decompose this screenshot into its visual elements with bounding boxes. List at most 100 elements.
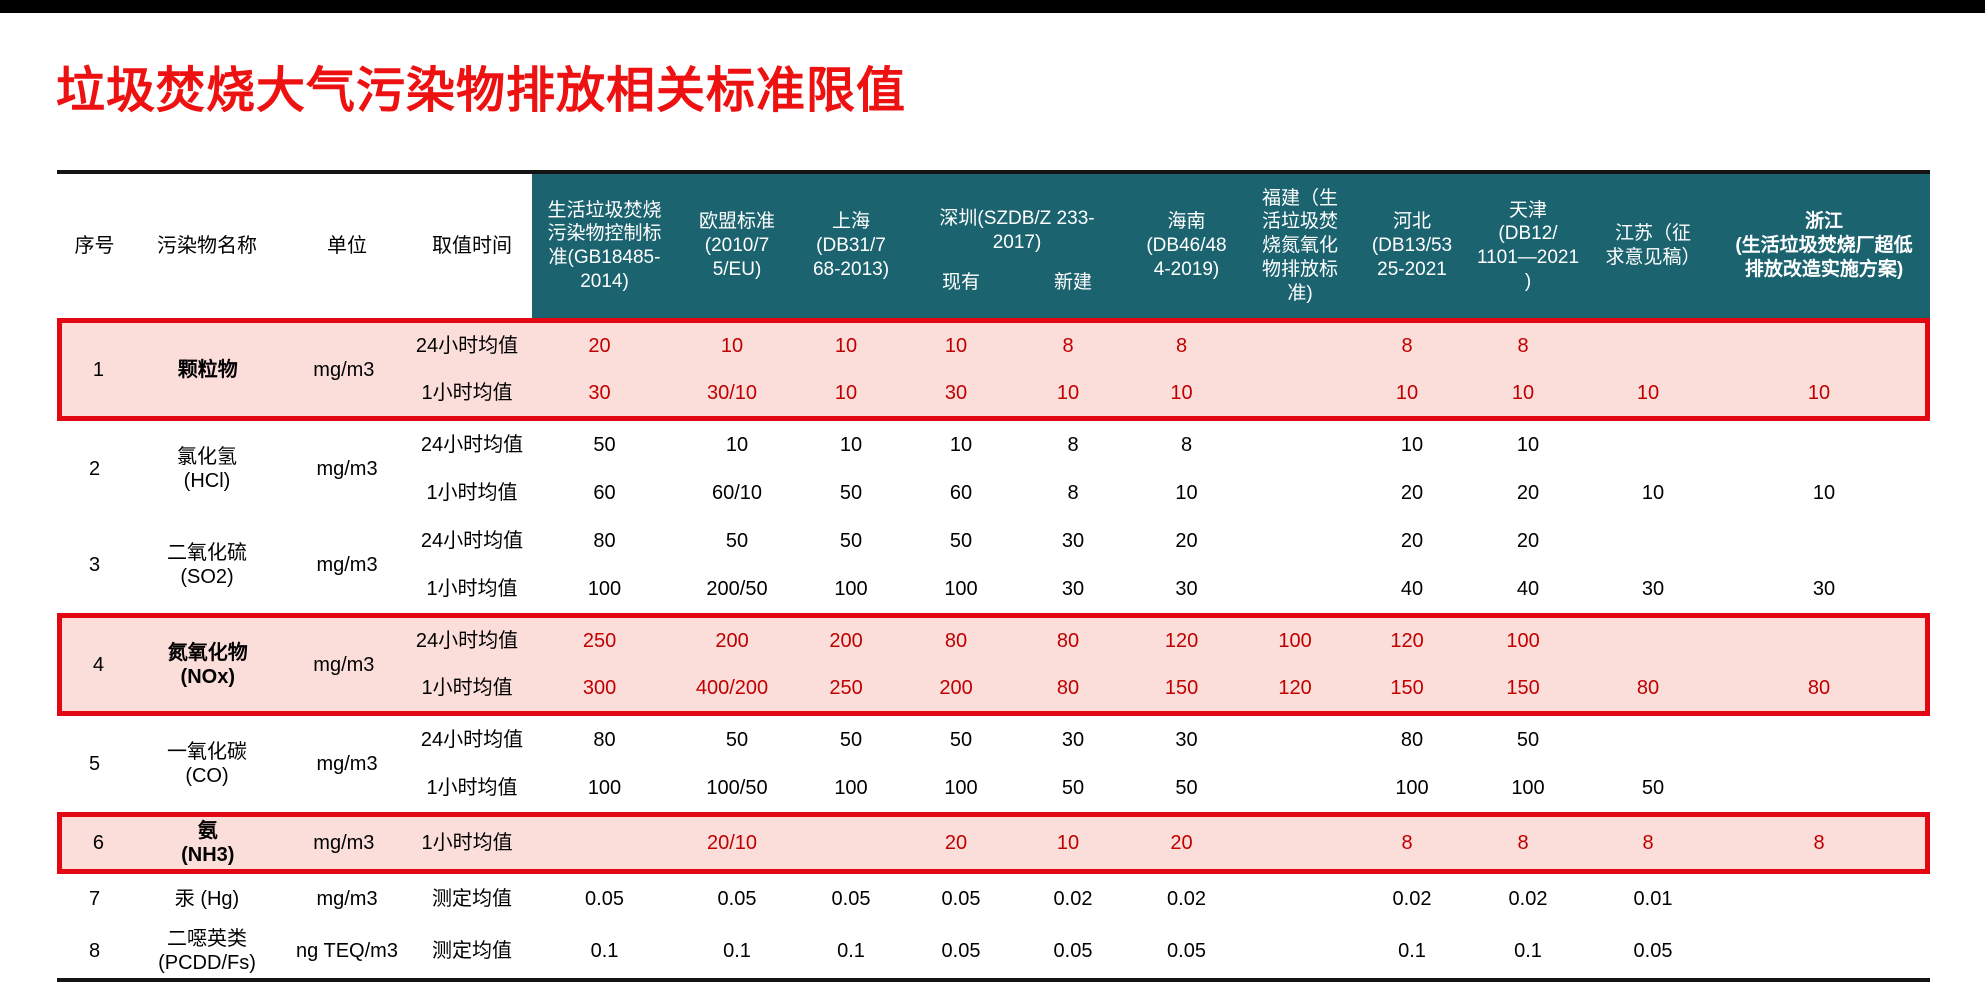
limit-value <box>1588 517 1718 565</box>
row-number: 4 <box>92 653 104 676</box>
limit-value: 0.05 <box>717 888 757 910</box>
limit-value: 10 <box>1170 381 1193 404</box>
shenzhen-subheaders: 现有 新建 <box>905 271 1129 295</box>
limit-value: 150 <box>1390 676 1424 699</box>
limit-value: 8 <box>1642 832 1654 854</box>
limit-value: 150 <box>1506 676 1540 699</box>
limit-value: 80 <box>1056 676 1080 699</box>
limit-value: 30 <box>1061 729 1085 751</box>
averaging-time: 1小时均值 <box>421 676 513 699</box>
limit-value <box>792 817 900 869</box>
limit-value <box>1244 469 1356 517</box>
pollutant-name: 二噁英类 (PCDD/Fs) <box>158 928 256 974</box>
limit-value: 0.1 <box>1398 940 1426 962</box>
subrow: 24小时均值 80 50 50 50 30 20 20 20 <box>412 517 1930 565</box>
subrows: 测定均值 0.1 0.1 0.1 0.05 0.05 0.05 0.1 0.1 0.05 <box>412 924 1930 978</box>
subheader-cell: 现有 <box>941 271 980 293</box>
limit-value: 10 <box>720 335 744 358</box>
pollutant-row: 8 二噁英类 (PCDD/Fs) ng TEQ/m3 测定均值 0.1 0.1 0.1 0.0… <box>57 924 1930 978</box>
limit-value: 50 <box>839 482 863 504</box>
limit-value: 20/10 <box>706 832 758 854</box>
limit-value: 0.02 <box>1053 888 1093 910</box>
pollutant-name: 氨 (NH3) <box>181 820 235 866</box>
subrow: 测定均值 0.1 0.1 0.1 0.05 0.05 0.05 0.1 0.1 0.05 <box>412 924 1930 978</box>
limit-value: 8 <box>1813 832 1825 854</box>
subrows: 24小时均值 80 50 50 50 30 30 80 50 1小时均值 100 100/50 100 1… <box>412 716 1930 812</box>
limit-value: 40 <box>1400 578 1424 600</box>
limit-value: 10 <box>725 434 749 456</box>
limit-value: 0.1 <box>723 940 751 962</box>
pollutant-name: 二氧化硫 (SO2) <box>167 542 247 588</box>
limit-value: 10 <box>1807 381 1831 404</box>
row-number: 5 <box>88 753 101 775</box>
limit-value: 200 <box>939 676 973 699</box>
unit-value: mg/m3 <box>316 888 378 910</box>
limit-value <box>1239 817 1351 869</box>
header-cell-pollutant-name: 污染物名称 <box>132 174 282 318</box>
header-cell-standard-6: 河北 (DB13/53 25-2021 <box>1356 174 1468 318</box>
limit-value: 0.05 <box>1633 940 1673 962</box>
limit-value: 100 <box>944 777 978 799</box>
limit-value: 20 <box>588 335 611 358</box>
averaging-time: 测定均值 <box>432 940 512 962</box>
limit-value: 0.02 <box>1508 888 1548 910</box>
limit-value <box>1718 874 1930 924</box>
subrow: 1小时均值 60 60/10 50 60 8 10 20 20 10 10 <box>412 469 1930 517</box>
unit-value: mg/m3 <box>313 653 375 676</box>
limit-value: 80 <box>593 530 616 552</box>
limit-value <box>1244 716 1356 764</box>
limit-value: 0.1 <box>590 940 619 962</box>
subrows: 24小时均值 20 10 10 10 8 8 8 8 1小时均值 30 30/10 10 30 10 10 10… <box>407 323 1925 416</box>
limit-value <box>1718 421 1930 469</box>
limit-value: 100 <box>834 578 868 600</box>
subrow: 24小时均值 20 10 10 10 8 8 8 8 <box>407 323 1925 370</box>
limit-value: 0.05 <box>831 888 871 910</box>
row-number: 7 <box>88 888 101 910</box>
subrow: 1小时均值 300 400/200 250 200 80 150 120 150 150 80 80 <box>407 665 1925 712</box>
limit-value: 100 <box>834 777 868 799</box>
header-cell-standard-3: 深圳(SZDB/Z 233- 2017) 现有 新建 <box>905 174 1129 318</box>
limit-value: 80 <box>944 630 968 653</box>
limit-value: 10 <box>1056 832 1080 854</box>
table-header-row: 序号 污染物名称 单位 取值时间 生活垃圾焚烧 污染物控制标 准(GB18485- 20… <box>57 174 1930 318</box>
limit-value <box>1244 517 1356 565</box>
row-number: 3 <box>88 554 101 576</box>
limit-value: 10 <box>944 335 968 358</box>
limit-value: 60 <box>949 482 973 504</box>
limit-value: 50 <box>949 530 973 552</box>
subrow: 1小时均值 100 100/50 100 100 50 50 100 100 50 <box>412 764 1930 812</box>
limit-value <box>1718 924 1930 978</box>
averaging-time: 24小时均值 <box>415 335 519 358</box>
row-number: 8 <box>88 940 101 962</box>
limit-value: 20 <box>1400 482 1424 504</box>
limit-value: 50 <box>1641 777 1665 799</box>
limit-value: 80 <box>593 729 616 751</box>
limit-value: 200 <box>829 630 863 653</box>
limit-value: 10 <box>1641 482 1665 504</box>
row-number: 2 <box>88 458 101 480</box>
limit-value: 0.01 <box>1633 888 1673 910</box>
header-cell-unit: 单位 <box>282 174 412 318</box>
limit-value <box>1583 618 1713 665</box>
limit-value: 100 <box>1511 777 1545 799</box>
row-number: 1 <box>92 358 104 381</box>
subrows: 1小时均值 20/10 20 10 20 8 8 8 8 <box>407 817 1925 869</box>
limit-value: 150 <box>1164 676 1199 699</box>
limit-value: 50 <box>839 729 863 751</box>
averaging-time: 24小时均值 <box>420 530 524 552</box>
limit-value: 80 <box>1400 729 1424 751</box>
limit-value: 40 <box>1516 578 1540 600</box>
limit-value: 120 <box>1390 630 1424 653</box>
limit-value <box>1718 764 1930 812</box>
limit-value: 20 <box>1400 530 1424 552</box>
limit-value <box>1718 517 1930 565</box>
limit-value: 100 <box>1395 777 1429 799</box>
unit-value: ng TEQ/m3 <box>296 940 398 962</box>
limit-value: 250 <box>829 676 863 699</box>
header-cell-standard-9: 浙江 (生活垃圾焚烧厂超低 排放改造实施方案) <box>1718 174 1930 318</box>
limit-value: 0.02 <box>1167 888 1206 910</box>
limit-value: 10 <box>1395 381 1419 404</box>
limit-value <box>1713 618 1925 665</box>
header-cell-standard-8: 江苏（征 求意见稿） <box>1588 174 1718 318</box>
limit-value <box>527 817 672 869</box>
